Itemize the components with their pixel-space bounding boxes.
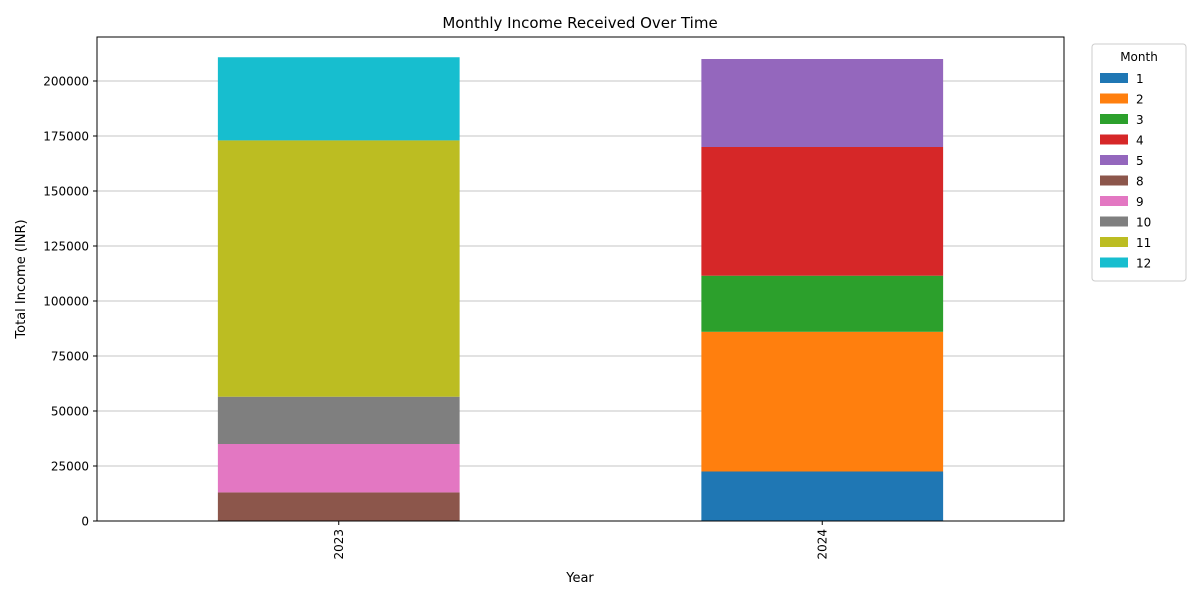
chart-title: Monthly Income Received Over Time	[442, 14, 717, 32]
axes: 0 25000 50000 75000 100000 125000 150000 175000…	[43, 36, 1065, 560]
legend-swatch-month-10	[1100, 216, 1128, 227]
y-axis-label: Total Income (INR)	[14, 219, 29, 339]
legend-swatch-month-5	[1100, 155, 1128, 165]
bar-segment-2023-month-9	[217, 444, 460, 493]
y-tick-label: 0	[81, 515, 89, 529]
bar-segment-2023-month-12	[217, 57, 460, 141]
legend-title: Month	[1120, 50, 1158, 64]
y-tick-label: 50000	[51, 405, 89, 419]
y-tick-label: 150000	[43, 185, 89, 199]
bar-segment-2024-month-5	[701, 59, 944, 147]
legend-swatch-month-9	[1100, 196, 1128, 206]
y-tick-label: 100000	[43, 295, 89, 309]
bar-segment-2024-month-2	[701, 331, 944, 472]
bar-segment-2024-month-1	[701, 471, 944, 521]
legend-label-month-5: 5	[1136, 154, 1144, 168]
bar-segment-2023-month-10	[217, 396, 460, 444]
legend-label-month-12: 12	[1136, 257, 1151, 271]
bar-segment-2024-month-4	[701, 147, 944, 276]
y-tick-label: 200000	[43, 75, 89, 89]
legend-label-month-1: 1	[1136, 72, 1144, 86]
legend-label-month-9: 9	[1136, 195, 1144, 209]
bars	[217, 57, 944, 521]
y-tick-label: 125000	[43, 240, 89, 254]
x-tick-label: 2024	[815, 529, 829, 560]
legend-label-month-8: 8	[1136, 175, 1144, 189]
y-tick-label: 75000	[51, 350, 89, 364]
x-axis-label: Year	[565, 571, 594, 586]
legend-swatch-month-12	[1100, 257, 1128, 268]
legend-swatch-month-11	[1100, 237, 1128, 247]
legend-swatch-month-1	[1100, 73, 1128, 83]
legend-swatch-month-3	[1100, 114, 1128, 124]
bar-segment-2024-month-3	[701, 275, 944, 332]
bar-segment-2023-month-11	[217, 140, 460, 397]
legend-label-month-4: 4	[1136, 134, 1144, 148]
legend-swatch-month-2	[1100, 93, 1128, 104]
bar-segment-2023-month-8	[217, 492, 460, 521]
legend-label-month-10: 10	[1136, 216, 1151, 230]
y-tick-label: 175000	[43, 130, 89, 144]
plot-frame	[96, 36, 1065, 522]
x-tick-label: 2023	[332, 529, 346, 560]
legend-swatch-month-4	[1100, 134, 1128, 145]
legend-label-month-3: 3	[1136, 113, 1144, 127]
legend-swatch-month-8	[1100, 175, 1128, 186]
legend-label-month-2: 2	[1136, 93, 1144, 107]
y-tick-label: 25000	[51, 460, 89, 474]
legend-label-month-11: 11	[1136, 236, 1151, 250]
